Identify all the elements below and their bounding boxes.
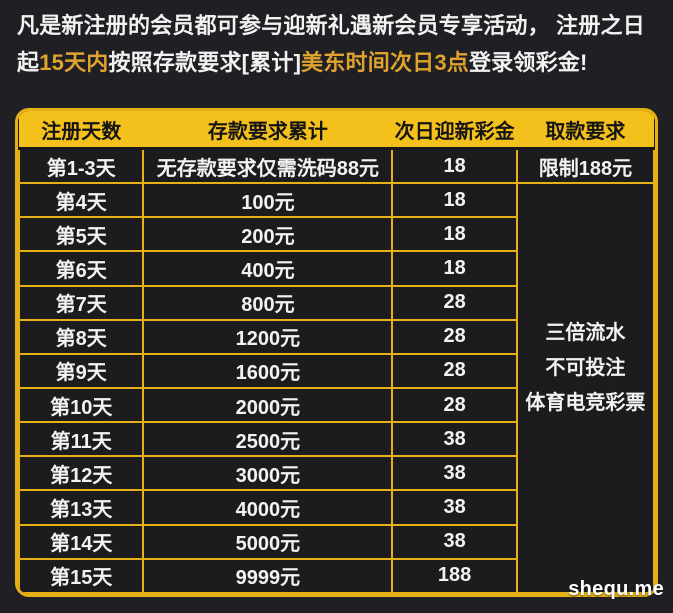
watermark: shequ.me [568, 578, 664, 600]
cell-deposit: 1600元 [142, 352, 394, 390]
cell-bonus: 18 [391, 147, 518, 185]
cell-day: 第6天 [18, 250, 145, 287]
table-row: 第5天 200元 18 [18, 216, 654, 253]
cell-deposit: 5000元 [142, 523, 394, 560]
column-header-deposit-requirement: 存款要求累计 [143, 111, 393, 150]
table-row: 第11天 2500元 38 [18, 421, 654, 458]
table-row: 第8天 1200元 28 [18, 318, 654, 355]
cell-deposit: 无存款要求仅需洗码88元 [142, 147, 394, 185]
intro-line2-suffix: 登录领彩金! [468, 50, 588, 75]
cell-day: 第7天 [18, 284, 145, 321]
column-header-register-days: 注册天数 [19, 111, 144, 150]
cell-bonus: 28 [391, 386, 518, 424]
withdraw-rules-text: 三倍流水 不可投注 体育电竞彩票 [518, 316, 653, 421]
intro-line2-prefix: 起 [17, 50, 40, 75]
intro-highlight-days: 15天内 [39, 50, 109, 75]
cell-deposit: 1200元 [142, 318, 394, 355]
cell-deposit: 800元 [142, 284, 394, 321]
cell-deposit: 4000元 [142, 489, 394, 526]
rewards-table: 注册天数 存款要求累计 次日迎新彩金 取款要求 第1-3天 无存款要求仅需洗码8… [18, 111, 655, 594]
cell-day: 第14天 [18, 523, 145, 560]
table-row: 第15天 9999元 188 [18, 557, 654, 594]
cell-bonus: 28 [391, 284, 518, 321]
cell-bonus: 28 [391, 352, 518, 390]
intro-highlight-time: 美东时间次日3点 [301, 50, 469, 75]
cell-withdraw-limit: 限制188元 [515, 147, 655, 185]
cell-day: 第4天 [18, 182, 145, 219]
cell-day: 第1-3天 [18, 147, 145, 185]
table-row: 第12天 3000元 38 [18, 455, 654, 492]
cell-deposit: 3000元 [142, 455, 394, 492]
table-row: 第9天 1600元 28 [18, 352, 654, 390]
cell-day: 第10天 [18, 386, 145, 424]
cell-deposit: 200元 [142, 216, 394, 253]
cell-bonus: 188 [391, 557, 518, 594]
cell-bonus: 38 [391, 523, 518, 560]
withdraw-rule-line: 三倍流水 [545, 321, 626, 344]
cell-deposit: 9999元 [142, 557, 394, 594]
cell-day: 第13天 [18, 489, 145, 526]
cell-deposit: 2000元 [142, 386, 394, 424]
cell-day: 第15天 [18, 557, 145, 594]
cell-deposit: 400元 [142, 250, 394, 287]
table-header-row: 注册天数 存款要求累计 次日迎新彩金 取款要求 [19, 111, 654, 150]
table-row: 第14天 5000元 38 [18, 523, 654, 560]
cell-bonus: 38 [391, 455, 518, 492]
cell-bonus: 18 [391, 250, 518, 287]
table-row: 第6天 400元 18 [18, 250, 654, 287]
cell-bonus: 38 [391, 421, 518, 458]
table-row: 第4天 100元 18 三倍流水 不可投注 体育电竞彩票 [18, 182, 655, 594]
cell-bonus: 18 [391, 216, 518, 253]
column-header-withdraw-requirement: 取款要求 [516, 111, 654, 150]
cell-bonus: 28 [391, 318, 518, 355]
cell-withdraw-rules: 三倍流水 不可投注 体育电竞彩票 [515, 182, 655, 594]
table-row: 第13天 4000元 38 [18, 489, 654, 526]
promo-intro-text: 凡是新注册的会员都可参与迎新礼遇新会员专享活动， 注册之日 起15天内按照存款要… [17, 7, 659, 81]
cell-deposit: 100元 [142, 182, 394, 219]
cell-day: 第8天 [18, 318, 145, 355]
cell-bonus: 38 [391, 489, 518, 526]
withdraw-rule-line: 体育电竞彩票 [525, 391, 646, 414]
cell-bonus: 18 [391, 182, 518, 219]
cell-day: 第12天 [18, 455, 145, 492]
cell-day: 第9天 [18, 352, 145, 390]
withdraw-rule-line: 不可投注 [545, 356, 626, 379]
rewards-table-container: 注册天数 存款要求累计 次日迎新彩金 取款要求 第1-3天 无存款要求仅需洗码8… [15, 108, 658, 597]
cell-day: 第5天 [18, 216, 145, 253]
cell-day: 第11天 [18, 421, 145, 458]
intro-line1: 凡是新注册的会员都可参与迎新礼遇新会员专享活动， 注册之日 [17, 13, 645, 38]
column-header-next-day-bonus: 次日迎新彩金 [392, 111, 517, 150]
table-row: 第1-3天 无存款要求仅需洗码88元 18 限制188元 [18, 147, 655, 185]
intro-line2-mid: 按照存款要求[累计] [108, 50, 302, 75]
table-row: 第10天 2000元 28 [18, 386, 654, 424]
table-row: 第7天 800元 28 [18, 284, 654, 321]
cell-deposit: 2500元 [142, 421, 394, 458]
